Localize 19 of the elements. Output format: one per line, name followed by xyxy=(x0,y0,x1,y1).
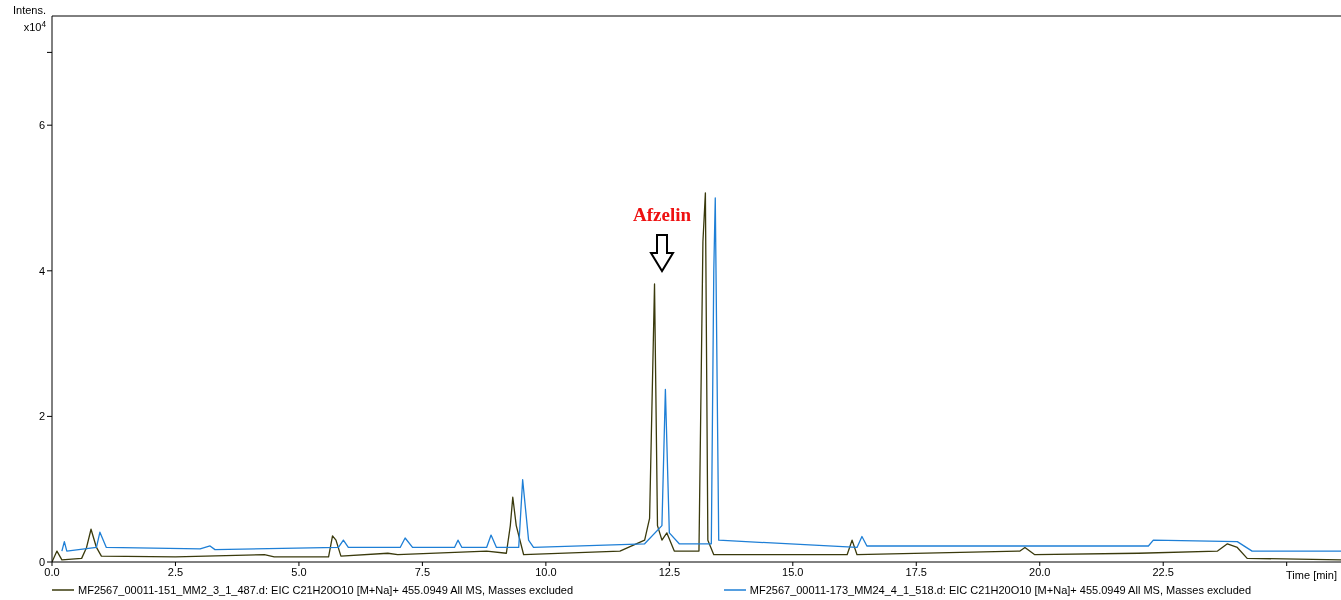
x-tick-label: 22.5 xyxy=(1152,565,1174,578)
y-tick-label: 4 xyxy=(38,264,45,277)
x-tick-label: 20.0 xyxy=(1029,565,1051,578)
legend-label: MF2567_00011-173_MM24_4_1_518.d: EIC C21H20O10 [M+Na]+ 455.0949 All MS, Masses excluded xyxy=(749,584,1251,596)
x-tick-label: 7.5 xyxy=(414,565,431,578)
x-tick-label: 10.0 xyxy=(535,565,557,578)
y-axis-title: Intens. x10$^{4}$ xyxy=(12,4,47,33)
legend-label: MF2567_00011-151_MM2_3_1_487.d: EIC C21H20O10 [M+Na]+ 455.0949 All MS, Masses excluded xyxy=(78,584,574,596)
x-tick-label: 2.5 xyxy=(167,565,184,578)
x-tick-label: 15.0 xyxy=(782,565,804,578)
x-tick-label: 0.0 xyxy=(44,565,60,578)
x-tick-label: 17.5 xyxy=(905,565,927,578)
x-axis-title: Time [min] xyxy=(1286,569,1337,581)
y-tick-label: 2 xyxy=(38,410,45,423)
x-tick-label: 12.5 xyxy=(658,565,681,578)
annotation: Afzelin xyxy=(632,204,692,225)
y-tick-label: 6 xyxy=(38,119,45,132)
x-tick-label: 5.0 xyxy=(291,565,307,578)
y-tick-label: 0 xyxy=(38,555,45,568)
